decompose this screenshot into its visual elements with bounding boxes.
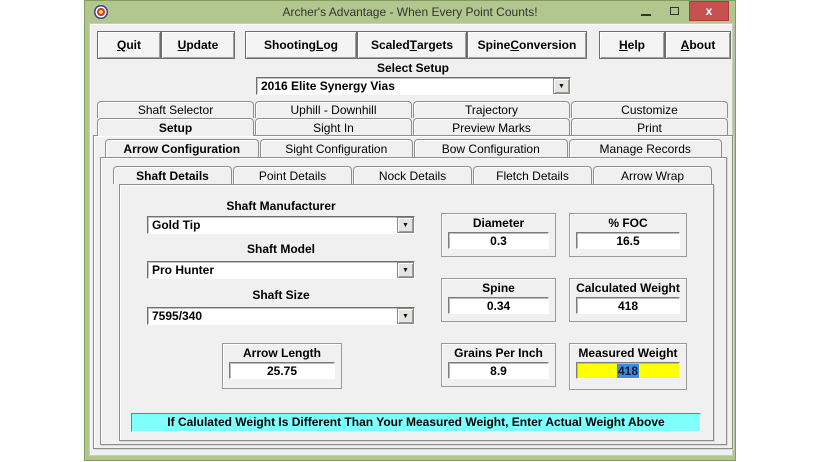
tab-fletch-details[interactable]: Fletch Details	[473, 166, 592, 184]
chevron-down-icon[interactable]: ▼	[397, 262, 414, 278]
close-button[interactable]: x	[689, 1, 729, 21]
archery-target-icon	[94, 5, 108, 19]
diameter-label: Diameter	[472, 216, 525, 230]
minimize-button[interactable]	[631, 1, 660, 21]
tab-arrow-configuration[interactable]: Arrow Configuration	[105, 139, 259, 157]
chevron-down-icon[interactable]: ▼	[397, 217, 414, 233]
select-setup-label: Select Setup	[376, 61, 450, 75]
shaft-manufacturer-label: Shaft Manufacturer	[226, 199, 336, 213]
shaft-size-label: Shaft Size	[252, 288, 310, 302]
tab-shaft-selector[interactable]: Shaft Selector	[97, 101, 254, 118]
shaft-manufacturer-value: Gold Tip	[152, 218, 201, 232]
tab-print[interactable]: Print	[571, 118, 728, 136]
window-title: Archer's Advantage - When Every Point Co…	[282, 5, 538, 19]
shaft-model-value: Pro Hunter	[152, 263, 215, 277]
maximize-button[interactable]	[660, 1, 689, 21]
tab-setup[interactable]: Setup	[97, 118, 254, 136]
spine-group: Spine 0.34	[441, 278, 556, 322]
shaft-size-value: 7595/340	[152, 309, 203, 323]
spine-label: Spine	[482, 281, 515, 295]
arrow-length-label: Arrow Length	[243, 346, 321, 360]
select-setup-combobox[interactable]: 2016 Elite Synergy Vias ▼	[256, 77, 571, 95]
tab-trajectory[interactable]: Trajectory	[413, 101, 570, 118]
diameter-group: Diameter 0.3	[441, 213, 556, 257]
grains-per-inch-label: Grains Per Inch	[454, 346, 543, 360]
tab-row-main: Setup Sight In Preview Marks Print	[97, 118, 729, 136]
weight-notice-bar: If Calulated Weight Is Different Than Yo…	[131, 413, 701, 432]
foc-label: % FOC	[608, 216, 648, 230]
grains-per-inch-field[interactable]: 8.9	[448, 362, 549, 379]
tab-bow-configuration[interactable]: Bow Configuration	[414, 139, 568, 157]
arrow-length-field[interactable]: 25.75	[229, 362, 335, 379]
chevron-down-icon[interactable]: ▼	[397, 308, 414, 324]
grains-per-inch-group: Grains Per Inch 8.9	[441, 343, 556, 387]
shaft-model-label: Shaft Model	[247, 242, 315, 256]
measured-weight-group: Measured Weight 418	[569, 343, 687, 390]
tab-preview-marks[interactable]: Preview Marks	[413, 118, 570, 136]
tab-uphill-downhill[interactable]: Uphill - Downhill	[255, 101, 412, 118]
tab-row-top: Shaft Selector Uphill - Downhill Traject…	[97, 101, 729, 118]
app-window: Archer's Advantage - When Every Point Co…	[84, 0, 736, 461]
diameter-field[interactable]: 0.3	[448, 232, 549, 249]
calculated-weight-label: Calculated Weight	[576, 281, 680, 295]
tab-shaft-details[interactable]: Shaft Details	[113, 166, 232, 184]
tab-row-configuration: Arrow Configuration Sight Configuration …	[105, 139, 723, 157]
select-setup-value: 2016 Elite Synergy Vias	[261, 79, 395, 93]
calculated-weight-group: Calculated Weight 418	[569, 278, 687, 322]
spine-field[interactable]: 0.34	[448, 297, 549, 314]
chevron-down-icon[interactable]: ▼	[553, 78, 570, 94]
measured-weight-label: Measured Weight	[578, 346, 678, 360]
tab-customize[interactable]: Customize	[571, 101, 728, 118]
tab-sight-configuration[interactable]: Sight Configuration	[259, 139, 413, 157]
shaft-model-combobox[interactable]: Pro Hunter ▼	[147, 261, 415, 279]
tab-point-details[interactable]: Point Details	[233, 166, 352, 184]
arrow-length-group: Arrow Length 25.75	[222, 343, 342, 389]
foc-field[interactable]: 16.5	[576, 232, 680, 249]
foc-group: % FOC 16.5	[569, 213, 687, 257]
tab-arrow-wrap[interactable]: Arrow Wrap	[593, 166, 712, 184]
tab-row-details: Shaft Details Point Details Nock Details…	[113, 166, 713, 184]
tab-sight-in[interactable]: Sight In	[255, 118, 412, 136]
measured-weight-field[interactable]: 418	[576, 362, 680, 379]
selected-text: 418	[616, 364, 640, 378]
title-bar: Archer's Advantage - When Every Point Co…	[85, 1, 735, 23]
calculated-weight-field[interactable]: 418	[576, 297, 680, 314]
shaft-manufacturer-combobox[interactable]: Gold Tip ▼	[147, 216, 415, 234]
shaft-size-combobox[interactable]: 7595/340 ▼	[147, 307, 415, 325]
tab-manage-records[interactable]: Manage Records	[568, 139, 722, 157]
tab-nock-details[interactable]: Nock Details	[353, 166, 472, 184]
